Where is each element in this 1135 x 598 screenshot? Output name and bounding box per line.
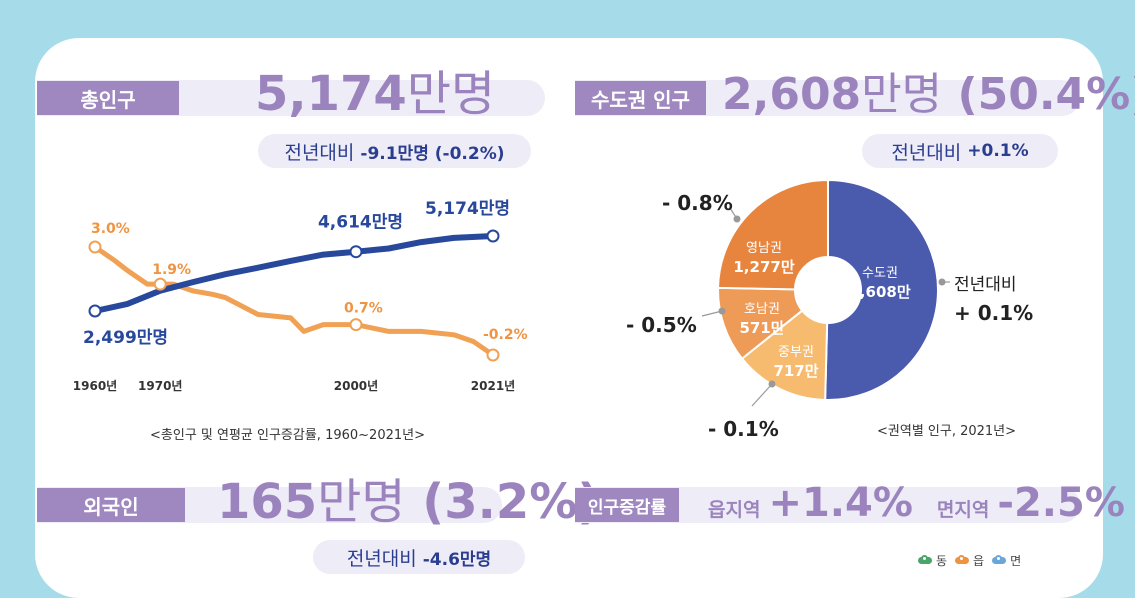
line-data-label-0-2: 5,174만명 <box>425 199 510 219</box>
pie-chart-caption: <권역별 인구, 2021년> <box>877 424 1017 439</box>
legend-dong-label: 동 <box>936 554 948 568</box>
x-tick-label-0: 1960년 <box>73 379 117 393</box>
legend-myeon-swatch <box>992 555 1007 564</box>
pie-callout-dot-3 <box>733 215 741 223</box>
pie-slice-value-1: 717만 <box>773 362 818 380</box>
line-data-label-1-3: -0.2% <box>483 327 528 343</box>
line-data-label-0-0: 2,499만명 <box>83 328 168 348</box>
foreign-tag: 외국인 <box>37 488 185 522</box>
pie-change-value-0: + 0.1% <box>954 301 1033 325</box>
eup-label: 읍지역 <box>708 499 761 521</box>
line-data-label-1-1: 1.9% <box>152 262 191 278</box>
population-line-chart: 3.0% 1.9% 0.7% -0.2% 2,499만명 4,614만명 5,174만명 19… <box>73 199 528 393</box>
line-data-label-0-1: 4,614만명 <box>318 213 403 233</box>
line-series-0 <box>92 233 496 314</box>
capital-change: 전년대비 +0.1% <box>862 134 1058 168</box>
x-tick-label-3: 2021년 <box>471 379 515 393</box>
legend-myeon-label: 면 <box>1010 554 1022 568</box>
capital-tag: 수도권 인구 <box>575 81 706 115</box>
eup-value: +1.4% <box>768 480 913 526</box>
line-point-1-0 <box>88 240 102 254</box>
foreign-value: 165만명 (3.2%) <box>217 474 600 530</box>
foreign-change: 전년대비 -4.6만명 <box>313 540 525 574</box>
pie-slice-value-3: 1,277만 <box>733 258 794 276</box>
pie-change-value-3: - 0.8% <box>662 191 733 215</box>
line-point-1-3 <box>486 348 500 362</box>
total-tag: 총인구 <box>37 81 179 115</box>
pie-slice-3 <box>717 178 829 291</box>
pie-slice-name-2: 호남권 <box>744 302 780 317</box>
capital-value: 2,608만명 (50.4%) <box>722 69 1135 120</box>
pie-slice-0 <box>824 178 940 401</box>
line-point-0-2 <box>486 229 500 243</box>
x-tick-label-2: 2000년 <box>334 379 378 393</box>
myeon-label: 면지역 <box>936 499 990 521</box>
pie-slice-name-0: 수도권 <box>862 266 898 281</box>
total-change: 전년대비 -9.1만명 (-0.2%) <box>258 134 531 168</box>
pie-callout-dot-2 <box>718 307 726 315</box>
legend-eup-swatch <box>955 555 970 564</box>
line-point-1-1 <box>153 277 167 291</box>
pie-callout-dot-0 <box>938 278 946 286</box>
legend-eup-label: 읍 <box>973 554 985 568</box>
line-data-label-1-2: 0.7% <box>344 301 383 317</box>
growth-values: 읍지역 +1.4% 면지역 -2.5% <box>708 480 1125 526</box>
pie-callout-line-1 <box>751 383 773 407</box>
line-point-0-1 <box>349 245 363 259</box>
myeon-value: -2.5% <box>997 480 1125 526</box>
pie-change-label-0: 전년대비 <box>954 275 1017 295</box>
pie-slice-name-3: 영남권 <box>746 241 782 256</box>
total-value: 5,174만명 <box>255 66 496 122</box>
line-data-label-1-0: 3.0% <box>91 221 130 237</box>
line-chart-caption: <총인구 및 연평균 인구증감률, 1960~2021년> <box>150 428 425 443</box>
pie-slice-name-1: 중부권 <box>778 345 814 360</box>
legend: 동 읍 면 <box>918 552 1021 569</box>
line-series-1 <box>92 244 496 358</box>
line-point-1-2 <box>349 318 363 332</box>
legend-dong-swatch <box>918 555 932 564</box>
pie-slice-value-2: 571만 <box>739 319 784 337</box>
pie-slice-value-0: 2,608만 <box>849 283 910 301</box>
growth-tag: 인구증감률 <box>575 488 679 522</box>
pie-change-value-1: - 0.1% <box>708 417 779 441</box>
pie-callout-dot-1 <box>768 380 776 388</box>
pie-change-value-2: - 0.5% <box>626 313 697 337</box>
x-tick-label-1: 1970년 <box>138 379 182 393</box>
line-point-0-0 <box>88 304 102 318</box>
